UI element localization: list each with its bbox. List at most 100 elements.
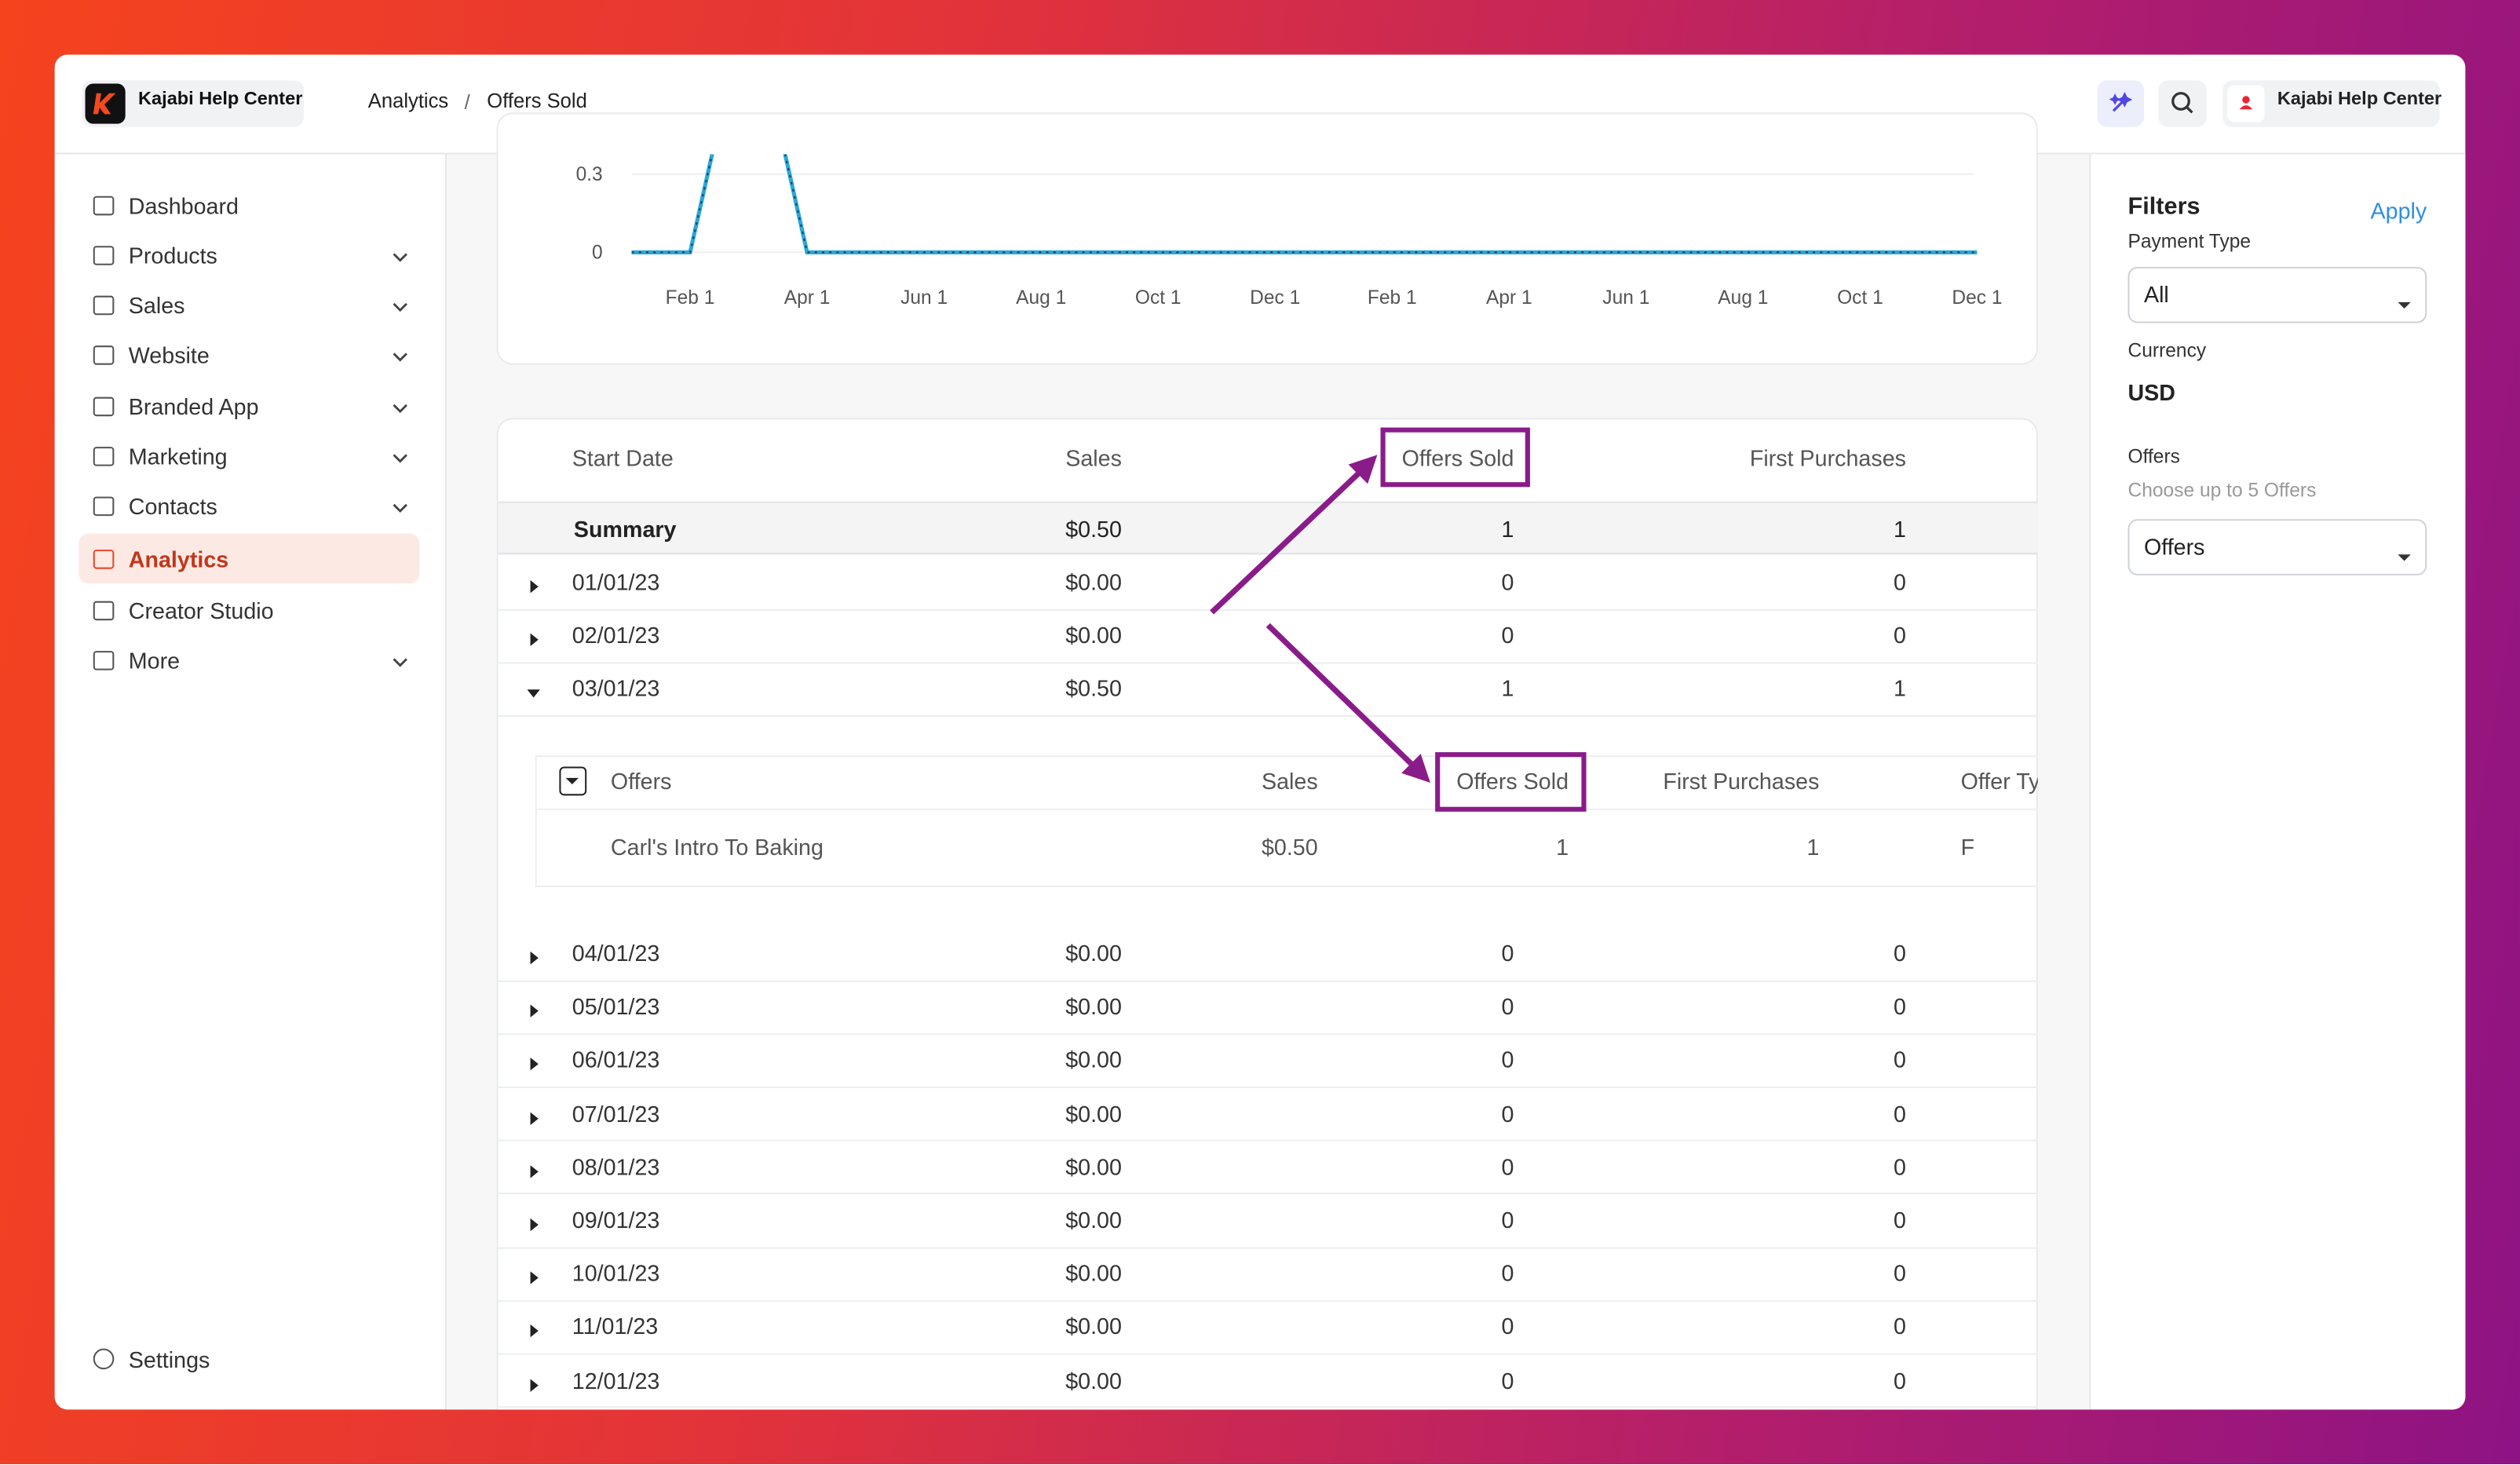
table-cell: $0.00	[1065, 1047, 1122, 1073]
table-cell: 1	[1894, 675, 1906, 702]
filter-label: Offers	[2127, 445, 2180, 468]
table-cell: 0	[1894, 568, 1906, 595]
table-cell: 0	[1501, 993, 1514, 1020]
nav-item[interactable]: Marketing	[128, 444, 228, 469]
row-toggle[interactable]	[525, 1372, 541, 1392]
avatar	[2227, 85, 2265, 122]
nav-icon	[93, 601, 115, 621]
column-header: First Purchases	[1749, 445, 1906, 471]
select[interactable]	[2127, 266, 2427, 323]
table-cell: 0	[1894, 1153, 1906, 1180]
table-cell: 0	[1894, 993, 1906, 1020]
nav-active-bg	[79, 533, 420, 584]
nav-item[interactable]: Analytics	[128, 546, 229, 572]
row-toggle[interactable]	[525, 627, 541, 647]
nav-chevron	[390, 651, 410, 670]
search-button[interactable]	[2158, 80, 2207, 127]
row-toggle[interactable]	[525, 681, 541, 699]
row-toggle[interactable]	[525, 574, 541, 594]
app-window: Kajabi Help Center Analytics Offers Sold / K…	[54, 54, 2466, 1410]
row-toggle[interactable]	[525, 1266, 541, 1285]
table-cell: $0.00	[1065, 1260, 1122, 1287]
row-toggle[interactable]	[525, 999, 541, 1018]
table-cell: 0	[1501, 1313, 1514, 1340]
series-line	[631, 154, 1978, 254]
nav-icon	[93, 295, 115, 316]
table-cell: 0	[1894, 940, 1906, 966]
x-tick-label: Oct 1	[1837, 287, 1883, 309]
row-toggle[interactable]	[525, 1105, 541, 1125]
sub-cell: Sales	[1261, 768, 1318, 795]
apply-button[interactable]: Apply	[2370, 197, 2427, 224]
table-cell: $0.00	[1065, 1100, 1122, 1127]
row-divider	[498, 608, 2038, 610]
row-toggle[interactable]	[525, 945, 541, 965]
chart-clip: 0 0.3 Feb 1 Apr 1 Jun 1 Aug 1 Oct 1 Dec 1 Feb 1 A…	[497, 154, 2038, 365]
chevron	[393, 454, 407, 463]
nav-settings[interactable]: Settings	[128, 1346, 210, 1373]
filter-hint: Choose up to 5 Offers	[2127, 479, 2317, 502]
chevron	[393, 404, 407, 414]
caret-right	[530, 580, 539, 594]
nav-item[interactable]: Dashboard	[128, 192, 239, 219]
settings-icon	[93, 1348, 115, 1370]
nav-item[interactable]: Branded App	[128, 393, 259, 420]
row-toggle[interactable]	[525, 1159, 541, 1178]
x-tick-label: Feb 1	[666, 287, 715, 309]
nav-icon	[93, 447, 115, 466]
table-cell: 0	[1894, 1313, 1906, 1340]
row-toggle[interactable]	[525, 1318, 541, 1339]
nav-item[interactable]: More	[128, 648, 181, 674]
caret-right	[530, 1271, 539, 1285]
caret-right	[530, 1218, 539, 1232]
x-tick-label: Feb 1	[1368, 287, 1417, 309]
row-toggle[interactable]	[525, 1212, 541, 1232]
profile-name: Kajabi Help Center	[2277, 90, 2442, 110]
nav-icon	[93, 396, 115, 417]
chart-panel	[496, 112, 2038, 365]
chevron	[393, 353, 407, 362]
row-divider	[498, 1032, 2038, 1035]
caret-right	[530, 1324, 539, 1339]
sub-cell: First Purchases	[1663, 768, 1820, 795]
nav-item[interactable]: Creator Studio	[128, 597, 274, 624]
nav-item[interactable]: Website	[128, 342, 210, 368]
caret-right	[530, 1378, 539, 1392]
row-divider	[536, 808, 2038, 810]
table-cell: 10/01/23	[572, 1260, 660, 1287]
chevron	[393, 503, 407, 513]
filter-label: Currency	[2127, 338, 2207, 362]
row-divider	[498, 1246, 2038, 1248]
select[interactable]	[2127, 519, 2427, 575]
sub-clip: Offers Sales Offers Sold First Purchases Off…	[537, 755, 2038, 887]
filters-panel	[2089, 154, 2466, 1410]
assistant-button[interactable]	[2097, 80, 2144, 127]
table-cell: 0	[1501, 1047, 1514, 1073]
caret-right	[530, 1111, 539, 1125]
row-divider	[498, 1193, 2038, 1195]
caret-down	[527, 690, 540, 699]
nav-item[interactable]: Contacts	[128, 493, 217, 520]
sub-cell: 1	[1806, 834, 1820, 860]
breadcrumb[interactable]: Analytics	[367, 90, 449, 113]
logo-text: Kajabi Help Center	[138, 90, 303, 110]
table-cell: 0	[1894, 1367, 1906, 1394]
table-cell: 11/01/23	[572, 1313, 659, 1340]
nav-item[interactable]: Products	[128, 243, 217, 269]
sub-cell: F	[1960, 834, 1975, 860]
table-cell: 06/01/23	[572, 1047, 660, 1073]
sub-toggle[interactable]	[559, 766, 587, 796]
table-cell: 0	[1501, 1207, 1514, 1233]
table-cell: $0.00	[1065, 1367, 1122, 1394]
row-toggle[interactable]	[525, 1052, 541, 1072]
table-cell: 0	[1501, 1153, 1514, 1180]
table-cell: 12/01/23	[572, 1367, 660, 1394]
summary-cell: 1	[1894, 516, 1906, 542]
nav-item[interactable]: Sales	[128, 292, 185, 319]
column-header: Offers Sold	[1401, 445, 1514, 471]
sub-cell: 1	[1556, 834, 1569, 860]
sparkle-icon	[2109, 92, 2133, 112]
highlight-box	[1380, 427, 1530, 488]
x-tick-label: Aug 1	[1718, 287, 1768, 309]
nav-chevron	[390, 246, 410, 265]
